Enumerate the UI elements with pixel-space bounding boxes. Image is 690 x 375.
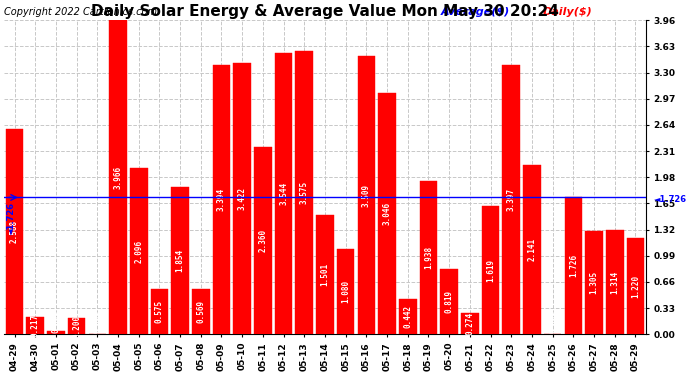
Text: 3.544: 3.544 bbox=[279, 182, 288, 206]
Text: 0.819: 0.819 bbox=[444, 290, 454, 314]
Bar bbox=[130, 168, 148, 334]
Text: 0.200: 0.200 bbox=[72, 315, 81, 338]
Text: 3.046: 3.046 bbox=[382, 202, 392, 225]
Bar bbox=[606, 230, 624, 334]
Bar bbox=[109, 20, 127, 334]
Text: ◄1.726: ◄1.726 bbox=[654, 195, 687, 204]
Text: Average($): Average($) bbox=[440, 7, 510, 17]
Text: 1.314: 1.314 bbox=[610, 271, 619, 294]
Bar bbox=[316, 215, 334, 334]
Text: 1.080: 1.080 bbox=[341, 280, 351, 303]
Text: 0.000: 0.000 bbox=[93, 310, 102, 333]
Text: 0.274: 0.274 bbox=[465, 312, 474, 335]
Text: 0.569: 0.569 bbox=[196, 300, 206, 323]
Bar bbox=[420, 181, 437, 334]
Text: 2.360: 2.360 bbox=[258, 229, 268, 252]
Bar bbox=[399, 299, 417, 334]
Text: 1.854: 1.854 bbox=[175, 249, 185, 272]
Bar bbox=[275, 53, 293, 334]
Text: 1.220: 1.220 bbox=[631, 274, 640, 297]
Text: 1.305: 1.305 bbox=[589, 271, 598, 294]
Bar bbox=[6, 129, 23, 334]
Bar bbox=[337, 249, 355, 334]
Bar bbox=[440, 269, 458, 334]
Text: 2.588: 2.588 bbox=[10, 220, 19, 243]
Bar bbox=[502, 65, 520, 335]
Bar bbox=[171, 188, 189, 334]
Text: 3.966: 3.966 bbox=[114, 165, 123, 189]
Text: 0.000: 0.000 bbox=[548, 310, 557, 333]
Text: 1.726: 1.726 bbox=[569, 254, 578, 278]
Bar bbox=[482, 206, 500, 334]
Bar bbox=[295, 51, 313, 334]
Text: 3.422: 3.422 bbox=[237, 187, 247, 210]
Bar bbox=[627, 238, 644, 334]
Text: ◄1.726: ◄1.726 bbox=[7, 201, 16, 234]
Bar bbox=[378, 93, 396, 334]
Text: Daily($): Daily($) bbox=[543, 7, 593, 17]
Bar bbox=[523, 165, 541, 334]
Text: Copyright 2022 Cartronics.com: Copyright 2022 Cartronics.com bbox=[4, 7, 157, 17]
Text: 0.575: 0.575 bbox=[155, 300, 164, 323]
Text: 0.442: 0.442 bbox=[403, 305, 413, 328]
Text: 3.397: 3.397 bbox=[506, 188, 515, 211]
Bar bbox=[192, 289, 210, 334]
Text: 3.394: 3.394 bbox=[217, 188, 226, 211]
Title: Daily Solar Energy & Average Value Mon May 30 20:24: Daily Solar Energy & Average Value Mon M… bbox=[91, 4, 559, 19]
Text: 1.938: 1.938 bbox=[424, 246, 433, 269]
Text: 1.501: 1.501 bbox=[320, 263, 330, 286]
Text: 1.619: 1.619 bbox=[486, 259, 495, 282]
Bar bbox=[564, 198, 582, 334]
Text: 0.217: 0.217 bbox=[31, 314, 40, 337]
Bar bbox=[461, 313, 479, 334]
Bar bbox=[47, 331, 65, 334]
Bar bbox=[585, 231, 603, 334]
Text: 2.096: 2.096 bbox=[134, 240, 144, 263]
Text: 3.509: 3.509 bbox=[362, 184, 371, 207]
Bar bbox=[26, 317, 44, 334]
Bar bbox=[213, 65, 230, 334]
Text: 2.141: 2.141 bbox=[527, 238, 536, 261]
Bar bbox=[254, 147, 272, 334]
Bar bbox=[233, 63, 251, 334]
Bar bbox=[68, 318, 86, 334]
Text: 0.040: 0.040 bbox=[52, 310, 61, 333]
Bar bbox=[357, 56, 375, 334]
Text: 3.575: 3.575 bbox=[299, 181, 309, 204]
Bar bbox=[150, 289, 168, 334]
